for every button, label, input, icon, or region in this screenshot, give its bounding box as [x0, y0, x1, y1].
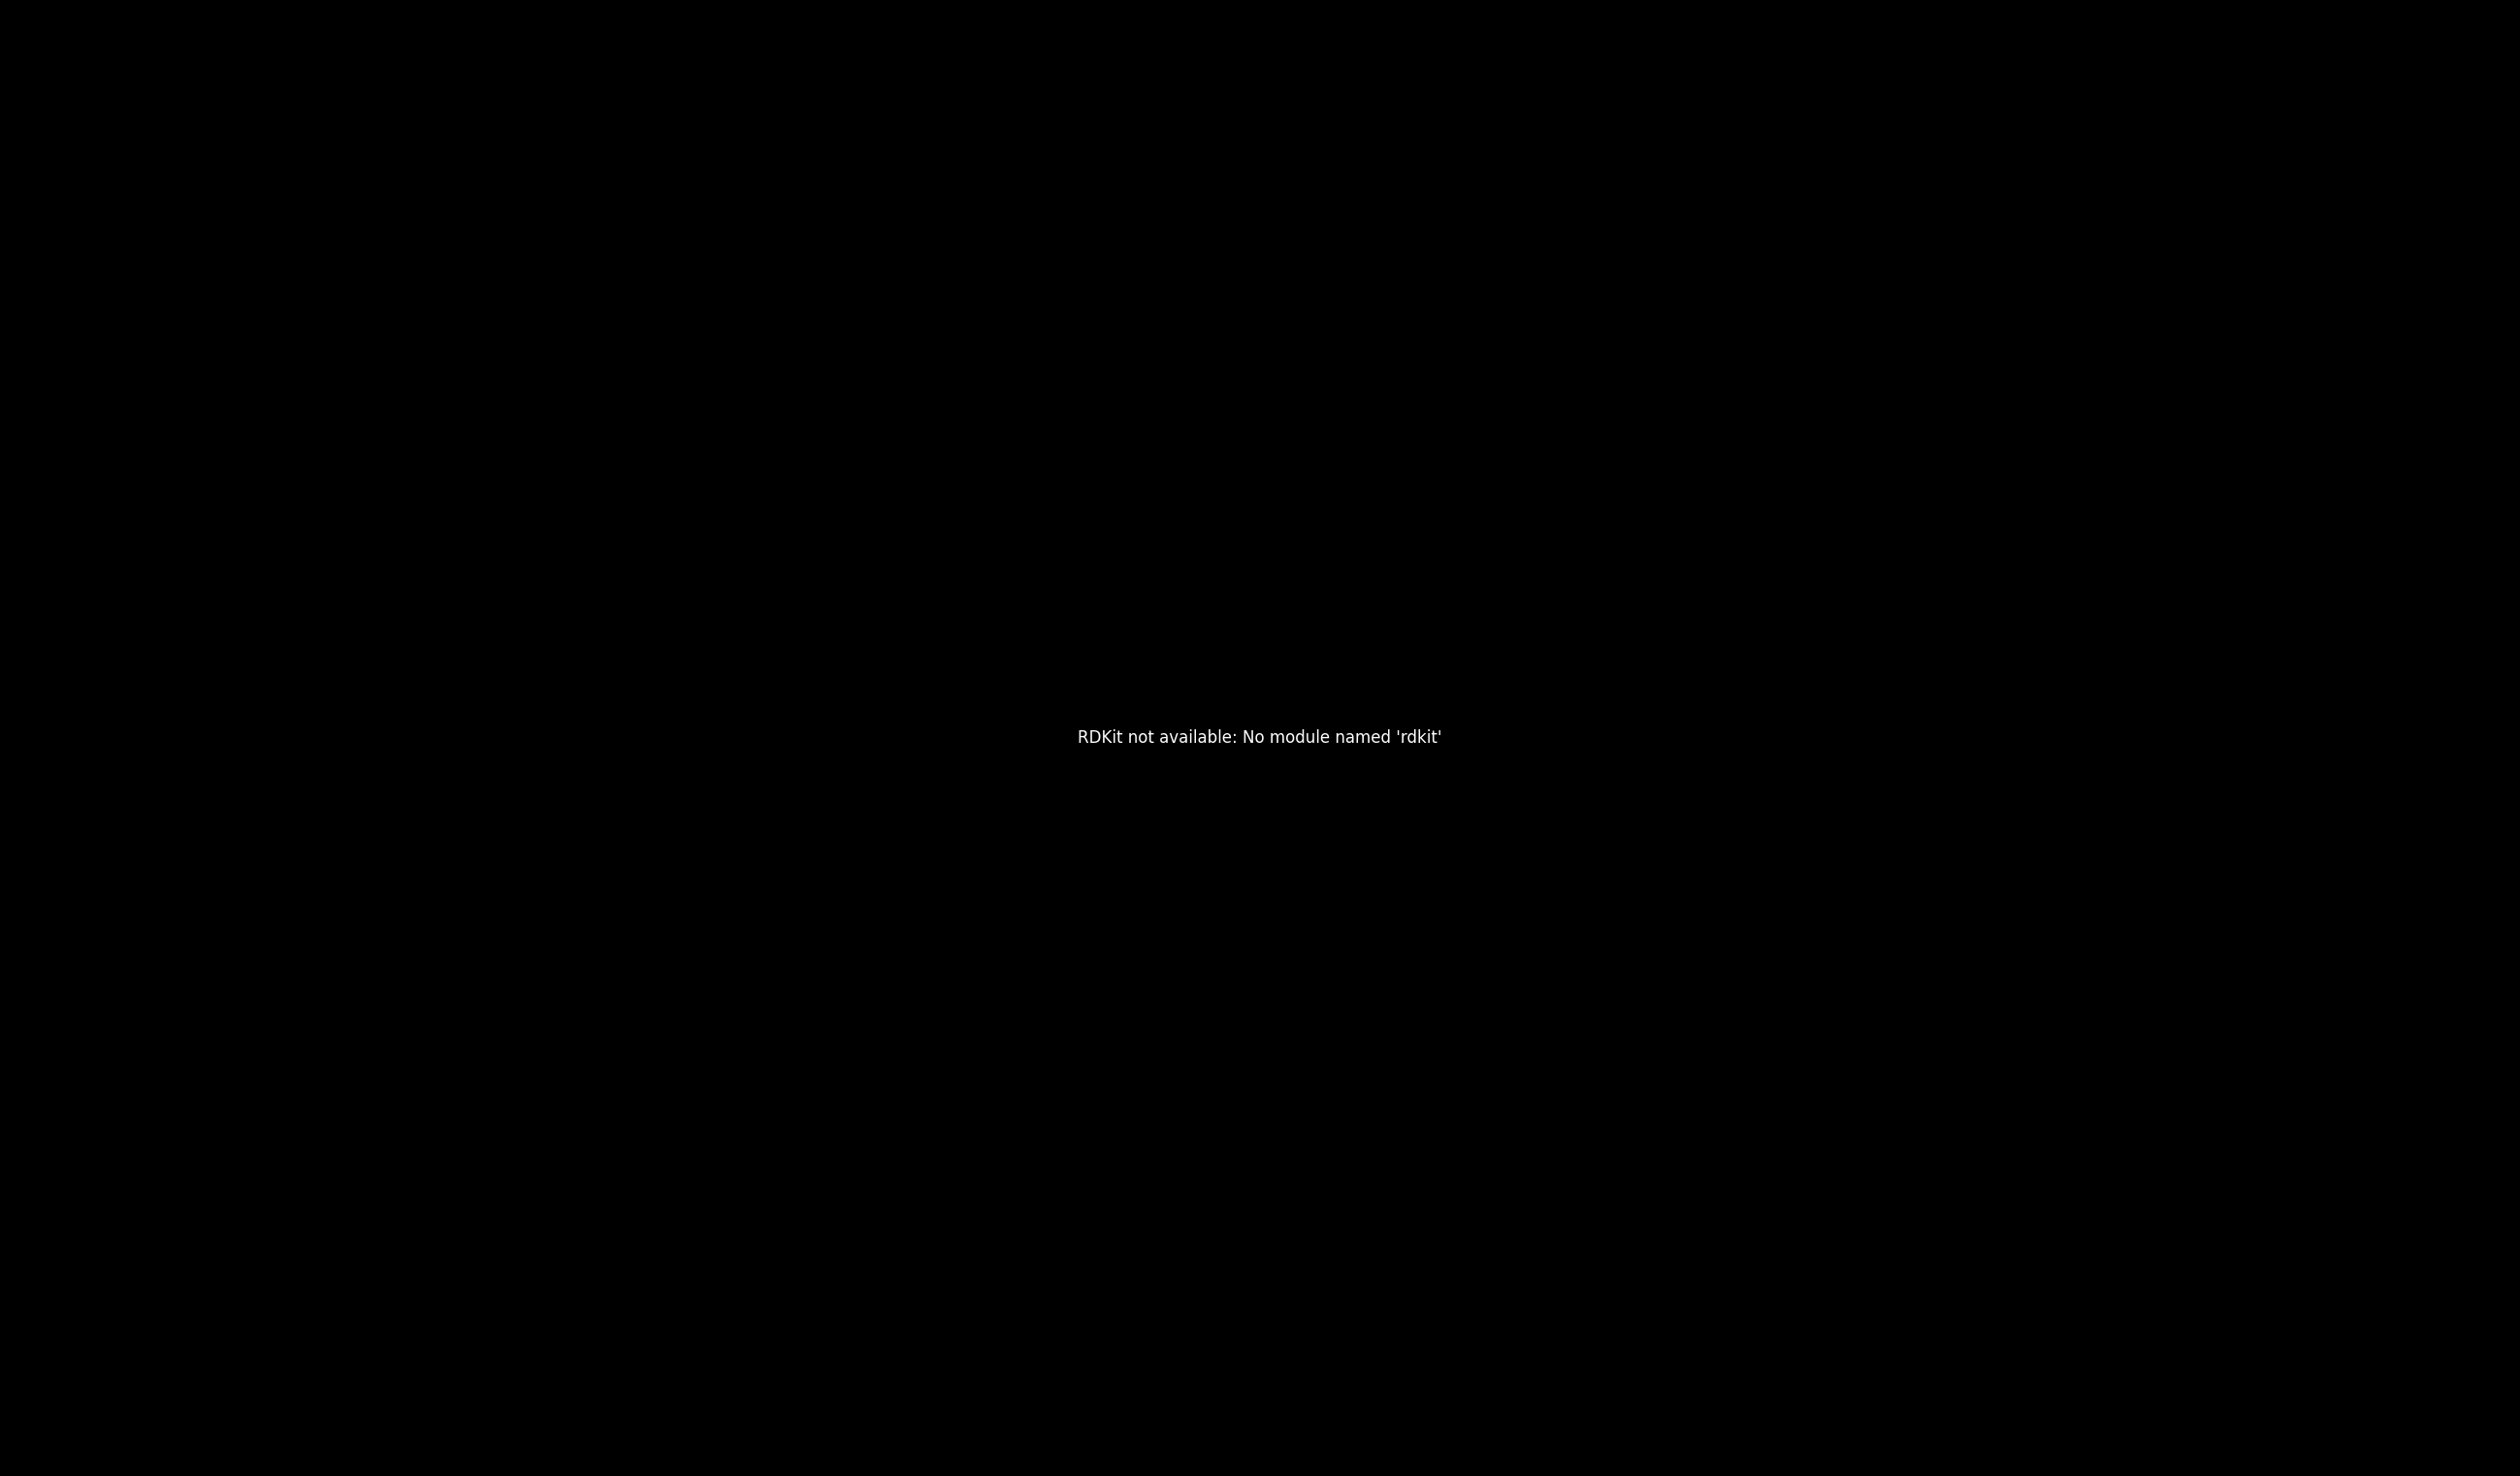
Text: RDKit not available: No module named 'rdkit': RDKit not available: No module named 'rd… [1079, 729, 1441, 747]
